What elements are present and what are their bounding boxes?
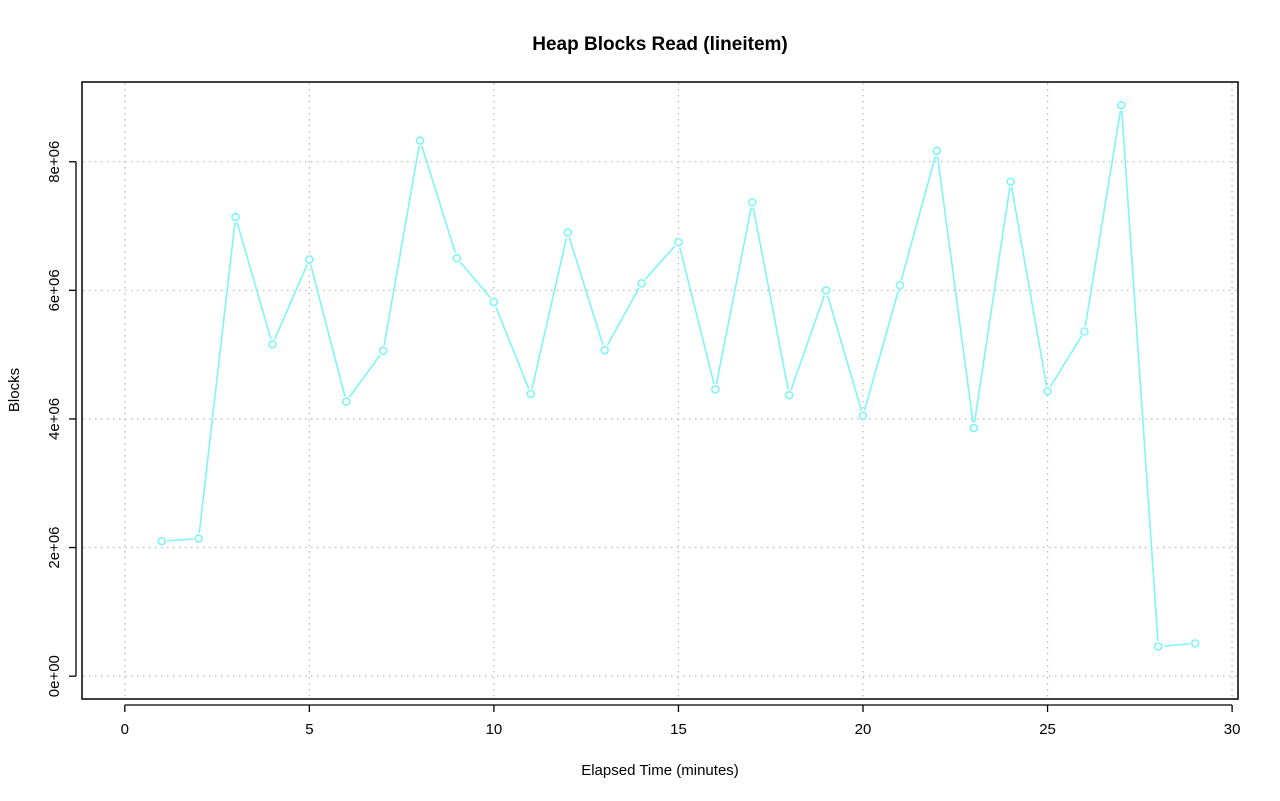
series-line-segment [273,264,308,340]
series-line-segment [1010,186,1048,387]
x-tick-label: 5 [305,721,313,738]
series-line-segment [606,287,640,346]
data-point [784,390,794,400]
data-point [1190,639,1200,648]
series-line-segment [420,145,457,254]
data-point [821,286,831,295]
series-line-segment [752,207,789,390]
data-point [600,345,609,355]
series-line-segment [644,245,676,280]
x-tick-label: 10 [486,721,503,738]
data-point [526,389,536,399]
series-line-segment [973,186,1011,423]
x-tick-label: 0 [121,721,129,738]
x-tick-label: 30 [1224,721,1241,738]
data-point [1080,327,1089,336]
plot-frame [81,81,1239,700]
series-line-segment [459,261,491,299]
data-point [674,237,683,247]
series-line-segment [309,264,346,397]
data-point [157,536,167,546]
series-line-segment [715,207,752,385]
data-point [563,228,573,237]
data-point [268,340,277,349]
data-point [932,146,942,156]
x-tick-label: 25 [1039,721,1056,738]
series-line-segment [568,237,604,346]
series-line-segment [495,306,530,390]
y-tick-label: 8e+06 [46,141,63,183]
y-tick-label: 0e+00 [46,655,63,697]
series-line-segment [826,295,863,411]
x-tick-label: 20 [855,721,872,738]
x-tick-label: 15 [670,721,687,738]
y-tick-label: 6e+06 [46,269,63,311]
data-point [1153,642,1163,651]
data-point [341,397,351,406]
series-line-segment [900,155,937,281]
data-point [231,212,240,222]
chart-title: Heap Blocks Read (lineitem) [532,34,788,55]
series-line-segment [531,237,568,389]
data-point [415,136,425,145]
series-line-segment [236,222,272,340]
data-point [895,280,905,290]
series-line-segment [1163,643,1190,647]
data-point [637,278,646,288]
series-line-segment [936,156,974,423]
series-line-segment [348,354,381,398]
data-point [747,197,757,207]
data-point [1006,177,1015,186]
y-tick-label: 2e+06 [46,526,63,568]
series-line-segment [790,295,826,391]
x-axis: 0 5 10 15 20 25 30 [121,704,1241,738]
grid [83,83,1237,698]
data-point [969,423,979,433]
series-line-segment [167,538,194,542]
series-line-segment [383,145,420,346]
series-line-segment [863,290,900,411]
series-line-segment [1120,110,1159,642]
y-axis: 0e+00 2e+06 4e+06 6e+06 8e+06 [46,141,77,697]
data-point [489,297,499,307]
data-point [194,534,203,543]
data-point [711,385,720,394]
series [157,100,1200,651]
series-line-segment [679,247,715,385]
x-axis-label: Elapsed Time (minutes) [581,762,739,779]
data-point [1117,100,1126,110]
series-layer [157,100,1200,651]
series-line-segment [1084,110,1122,327]
y-axis-label: Blocks [6,368,23,412]
data-point [378,346,388,356]
series-line-segment [1049,335,1083,388]
data-point [1043,387,1052,396]
series-line-segment [198,222,236,534]
data-point [858,411,868,421]
data-point [305,255,314,264]
data-point [452,253,462,263]
y-tick-label: 4e+06 [46,398,63,440]
